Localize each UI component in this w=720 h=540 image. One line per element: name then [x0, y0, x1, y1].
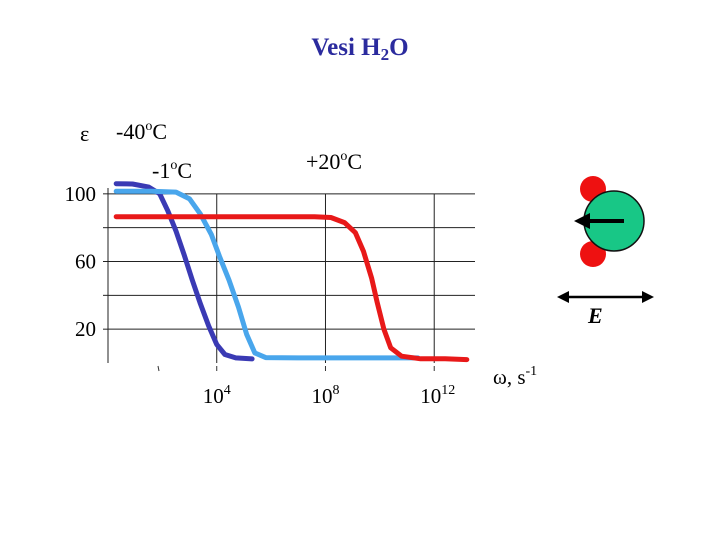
series-label: -40oC [116, 119, 167, 144]
y-tick-label: 60 [75, 250, 96, 274]
label-layer: ε 100 60 20 104 108 1012 ω, s-1 -40oC -1oC +20oC [65, 119, 538, 408]
series-line [113, 181, 255, 362]
water-molecule-diagram [574, 176, 645, 267]
field-arrow-right-head [642, 291, 654, 303]
field-arrow-left-head [557, 291, 569, 303]
x-axis-label: ω, s-1 [493, 364, 537, 389]
x-tick-label: 108 [311, 383, 339, 408]
grid-layer [103, 188, 475, 372]
electric-field-arrow: E [557, 291, 654, 328]
x-tick-mark [157, 365, 160, 372]
x-tick-label: 1012 [420, 383, 455, 408]
y-axis-label: ε [80, 121, 89, 146]
y-tick-label: 20 [75, 317, 96, 341]
y-tick-label: 100 [65, 182, 97, 206]
field-label: E [587, 303, 603, 328]
series-layer [113, 181, 470, 363]
dipole-arrow-head [574, 213, 590, 229]
series-line [113, 214, 470, 363]
x-tick-label: 104 [203, 383, 231, 408]
slide-title: Vesi H2O [311, 34, 409, 64]
series-label: +20oC [306, 149, 362, 174]
series-label: -1oC [152, 158, 192, 183]
series-line [113, 188, 421, 361]
